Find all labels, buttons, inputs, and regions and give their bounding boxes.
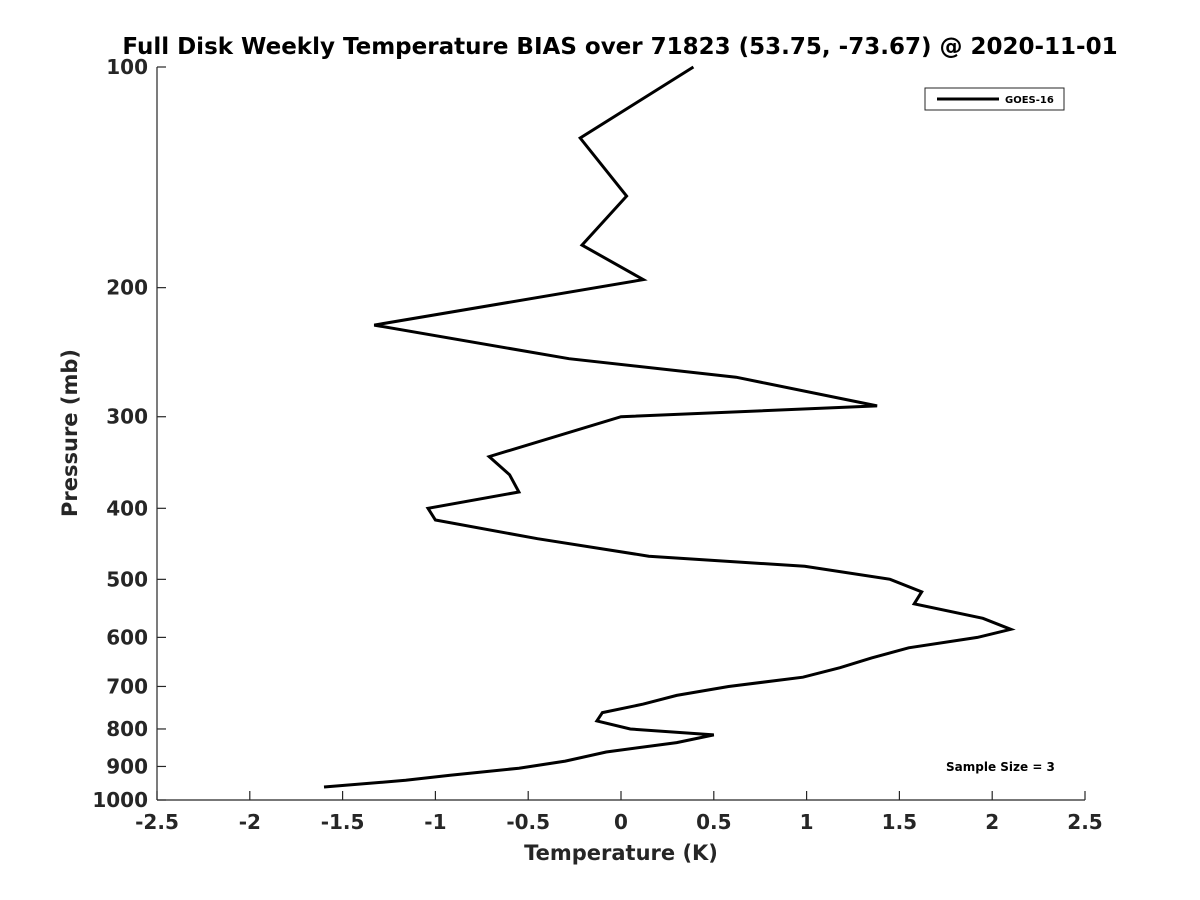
- sample-size-annotation: Sample Size = 3: [946, 760, 1055, 774]
- x-axis-label: Temperature (K): [524, 841, 718, 865]
- y-ticks: 100 200 300 400 500 600 700 800 900 1000: [92, 55, 166, 812]
- series-group: [323, 65, 1016, 789]
- y-tick-label: 900: [106, 754, 148, 778]
- y-tick-label: 300: [106, 405, 148, 429]
- x-tick-label: -0.5: [506, 810, 550, 834]
- legend-label-goes-16: GOES-16: [1005, 95, 1054, 106]
- y-tick-label: 100: [106, 55, 148, 79]
- legend: GOES-16: [924, 87, 1065, 111]
- y-tick-label: 200: [106, 276, 148, 300]
- y-tick-label: 500: [106, 567, 148, 591]
- x-tick-label: 0: [614, 810, 628, 834]
- y-tick-label: 600: [106, 625, 148, 649]
- x-tick-label: 2: [985, 810, 999, 834]
- y-tick-label: 1000: [92, 788, 148, 812]
- x-tick-label: -2.5: [135, 810, 179, 834]
- x-tick-label: 1.5: [882, 810, 917, 834]
- y-tick-label: 800: [106, 717, 148, 741]
- chart-title: Full Disk Weekly Temperature BIAS over 7…: [122, 34, 1117, 60]
- y-tick-label: 700: [106, 674, 148, 698]
- x-tick-label: 2.5: [1067, 810, 1102, 834]
- x-tick-label: 0.5: [696, 810, 731, 834]
- y-tick-label: 400: [106, 496, 148, 520]
- x-tick-label: -1: [424, 810, 446, 834]
- series-line-goes-16: [323, 65, 1016, 789]
- x-tick-label: 1: [800, 810, 814, 834]
- x-tick-label: -2: [239, 810, 261, 834]
- x-tick-label: -1.5: [321, 810, 365, 834]
- x-ticks: -2.5 -2 -1.5 -1 -0.5 0 0.5 1 1.5 2 2.5: [135, 791, 1103, 834]
- y-axis-label: Pressure (mb): [58, 349, 82, 517]
